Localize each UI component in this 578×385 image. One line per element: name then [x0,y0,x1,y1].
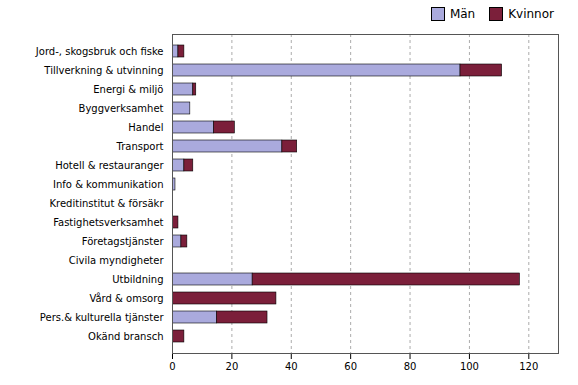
svg-text:60: 60 [344,361,357,372]
svg-text:Hotell & restauranger: Hotell & restauranger [55,160,164,171]
svg-text:Vård & omsorg: Vård & omsorg [89,292,163,304]
svg-text:20: 20 [226,361,239,372]
svg-text:80: 80 [404,361,417,372]
svg-text:Okänd bransch: Okänd bransch [88,331,163,342]
svg-text:Energi & miljö: Energi & miljö [93,84,163,95]
svg-text:Företagstjänster: Företagstjänster [82,236,165,247]
svg-text:Fastighetsverksamhet: Fastighetsverksamhet [53,217,163,228]
svg-text:40: 40 [285,361,298,372]
html-text:Män: Män [449,7,476,21]
svg-text:Byggverksamhet: Byggverksamhet [79,103,164,114]
svg-text:Kreditinstitut & försäkr: Kreditinstitut & försäkr [50,198,165,209]
svg-text:Info & kommunikation: Info & kommunikation [53,179,163,190]
svg-text:0: 0 [169,361,175,372]
html-text:Kvinnor: Kvinnor [508,7,554,21]
svg-text:Transport: Transport [116,141,164,152]
svg-text:120: 120 [519,361,538,372]
svg-text:100: 100 [460,361,479,372]
svg-text:Handel: Handel [128,122,163,133]
svg-text:Utbildning: Utbildning [112,274,163,285]
svg-text:Jord-, skogsbruk och fiske: Jord-, skogsbruk och fiske [35,46,164,57]
svg-text:Tillverkning & utvinning: Tillverkning & utvinning [43,65,163,76]
svg-text:Pers.& kulturella tjänster: Pers.& kulturella tjänster [40,312,165,323]
svg-text:Civila myndigheter: Civila myndigheter [69,255,165,266]
